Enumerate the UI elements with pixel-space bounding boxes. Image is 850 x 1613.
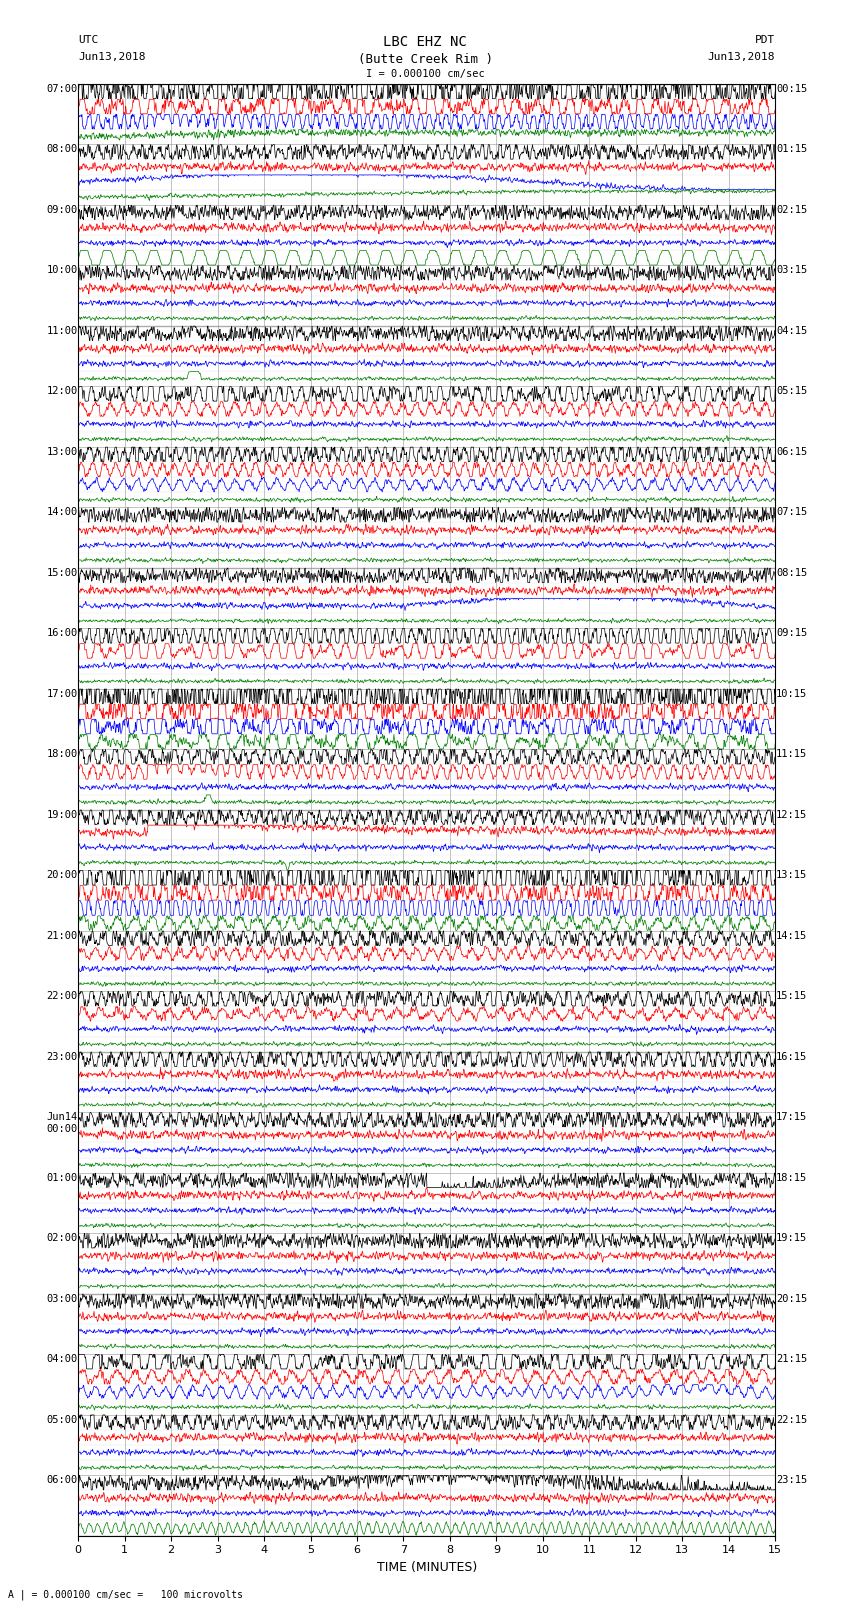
Text: 11:00: 11:00 (46, 326, 77, 336)
Text: 19:15: 19:15 (776, 1232, 808, 1244)
Text: I = 0.000100 cm/sec: I = 0.000100 cm/sec (366, 69, 484, 79)
X-axis label: TIME (MINUTES): TIME (MINUTES) (377, 1561, 477, 1574)
Text: UTC: UTC (78, 35, 99, 45)
Text: Jun14
00:00: Jun14 00:00 (46, 1113, 77, 1134)
Text: 08:15: 08:15 (776, 568, 808, 577)
Text: LBC EHZ NC: LBC EHZ NC (383, 35, 467, 50)
Text: 07:00: 07:00 (46, 84, 77, 94)
Text: 04:15: 04:15 (776, 326, 808, 336)
Text: 20:15: 20:15 (776, 1294, 808, 1303)
Text: 14:00: 14:00 (46, 508, 77, 518)
Text: 23:00: 23:00 (46, 1052, 77, 1061)
Text: 22:15: 22:15 (776, 1415, 808, 1424)
Text: 17:15: 17:15 (776, 1113, 808, 1123)
Text: 09:00: 09:00 (46, 205, 77, 215)
Text: 03:00: 03:00 (46, 1294, 77, 1303)
Text: 13:00: 13:00 (46, 447, 77, 456)
Text: 06:15: 06:15 (776, 447, 808, 456)
Text: 20:00: 20:00 (46, 871, 77, 881)
Text: 11:15: 11:15 (776, 748, 808, 760)
Text: 15:00: 15:00 (46, 568, 77, 577)
Text: (Butte Creek Rim ): (Butte Creek Rim ) (358, 53, 492, 66)
Text: 21:15: 21:15 (776, 1355, 808, 1365)
Text: 18:15: 18:15 (776, 1173, 808, 1182)
Text: 05:00: 05:00 (46, 1415, 77, 1424)
Text: PDT: PDT (755, 35, 775, 45)
Text: 21:00: 21:00 (46, 931, 77, 940)
Text: 01:00: 01:00 (46, 1173, 77, 1182)
Text: A | = 0.000100 cm/sec =   100 microvolts: A | = 0.000100 cm/sec = 100 microvolts (8, 1589, 243, 1600)
Text: 09:15: 09:15 (776, 629, 808, 639)
Text: 08:00: 08:00 (46, 145, 77, 155)
Text: 17:00: 17:00 (46, 689, 77, 698)
Text: 14:15: 14:15 (776, 931, 808, 940)
Text: Jun13,2018: Jun13,2018 (708, 52, 775, 61)
Text: 07:15: 07:15 (776, 508, 808, 518)
Text: 10:15: 10:15 (776, 689, 808, 698)
Text: 12:15: 12:15 (776, 810, 808, 819)
Text: 04:00: 04:00 (46, 1355, 77, 1365)
Text: 06:00: 06:00 (46, 1474, 77, 1486)
Text: 19:00: 19:00 (46, 810, 77, 819)
Text: 02:15: 02:15 (776, 205, 808, 215)
Text: 12:00: 12:00 (46, 387, 77, 397)
Text: 13:15: 13:15 (776, 871, 808, 881)
Text: 00:15: 00:15 (776, 84, 808, 94)
Text: 01:15: 01:15 (776, 145, 808, 155)
Text: 16:00: 16:00 (46, 629, 77, 639)
Text: 23:15: 23:15 (776, 1474, 808, 1486)
Text: 18:00: 18:00 (46, 748, 77, 760)
Text: Jun13,2018: Jun13,2018 (78, 52, 145, 61)
Text: 15:15: 15:15 (776, 990, 808, 1002)
Text: 02:00: 02:00 (46, 1232, 77, 1244)
Text: 05:15: 05:15 (776, 387, 808, 397)
Text: 03:15: 03:15 (776, 266, 808, 276)
Text: 16:15: 16:15 (776, 1052, 808, 1061)
Text: 22:00: 22:00 (46, 990, 77, 1002)
Text: 10:00: 10:00 (46, 266, 77, 276)
